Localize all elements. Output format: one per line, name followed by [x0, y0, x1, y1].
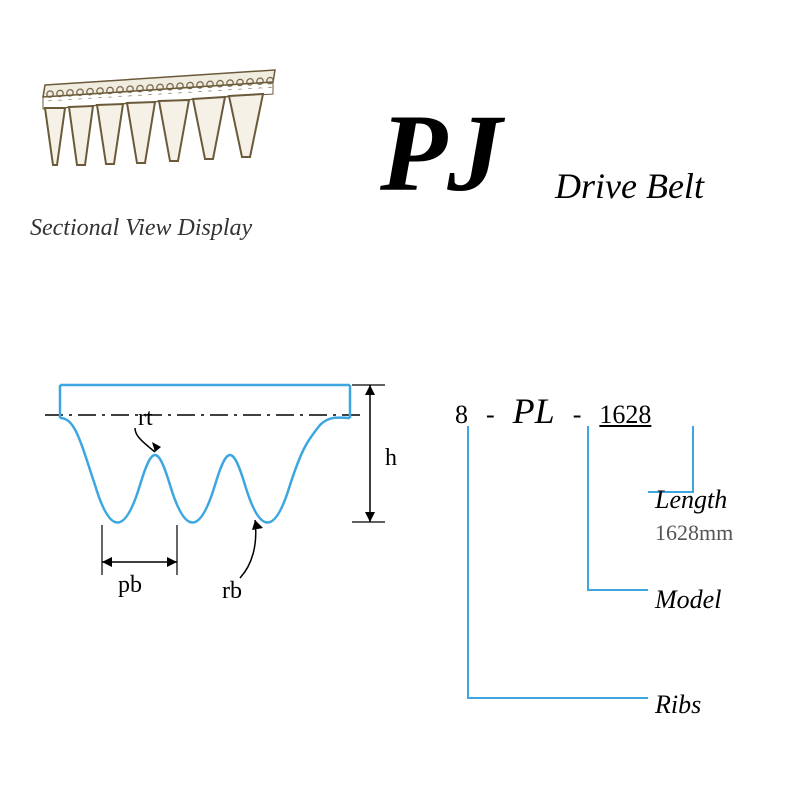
label-h: h: [385, 445, 397, 471]
label-pb: pb: [118, 572, 142, 598]
part-number-brackets: [450, 420, 780, 750]
top-section: Sectional View Display PJ Drive Belt: [0, 60, 800, 260]
subtitle-drive-belt: Drive Belt: [555, 165, 704, 207]
sectional-caption: Sectional View Display: [30, 215, 252, 242]
part-number-block: 8 - PL - 1628 Length 1628mm Model Ribs: [455, 390, 775, 432]
label-length-value: 1628mm: [655, 520, 733, 546]
profile-diagram: h pb rt rb: [40, 340, 410, 620]
label-model: Model: [655, 585, 721, 615]
title-pj: PJ: [380, 90, 502, 217]
label-rb: rb: [222, 578, 242, 604]
label-ribs: Ribs: [655, 690, 701, 720]
label-rt: rt: [138, 405, 153, 431]
label-length: Length: [655, 485, 727, 515]
sectional-view-illustration: [35, 60, 285, 200]
